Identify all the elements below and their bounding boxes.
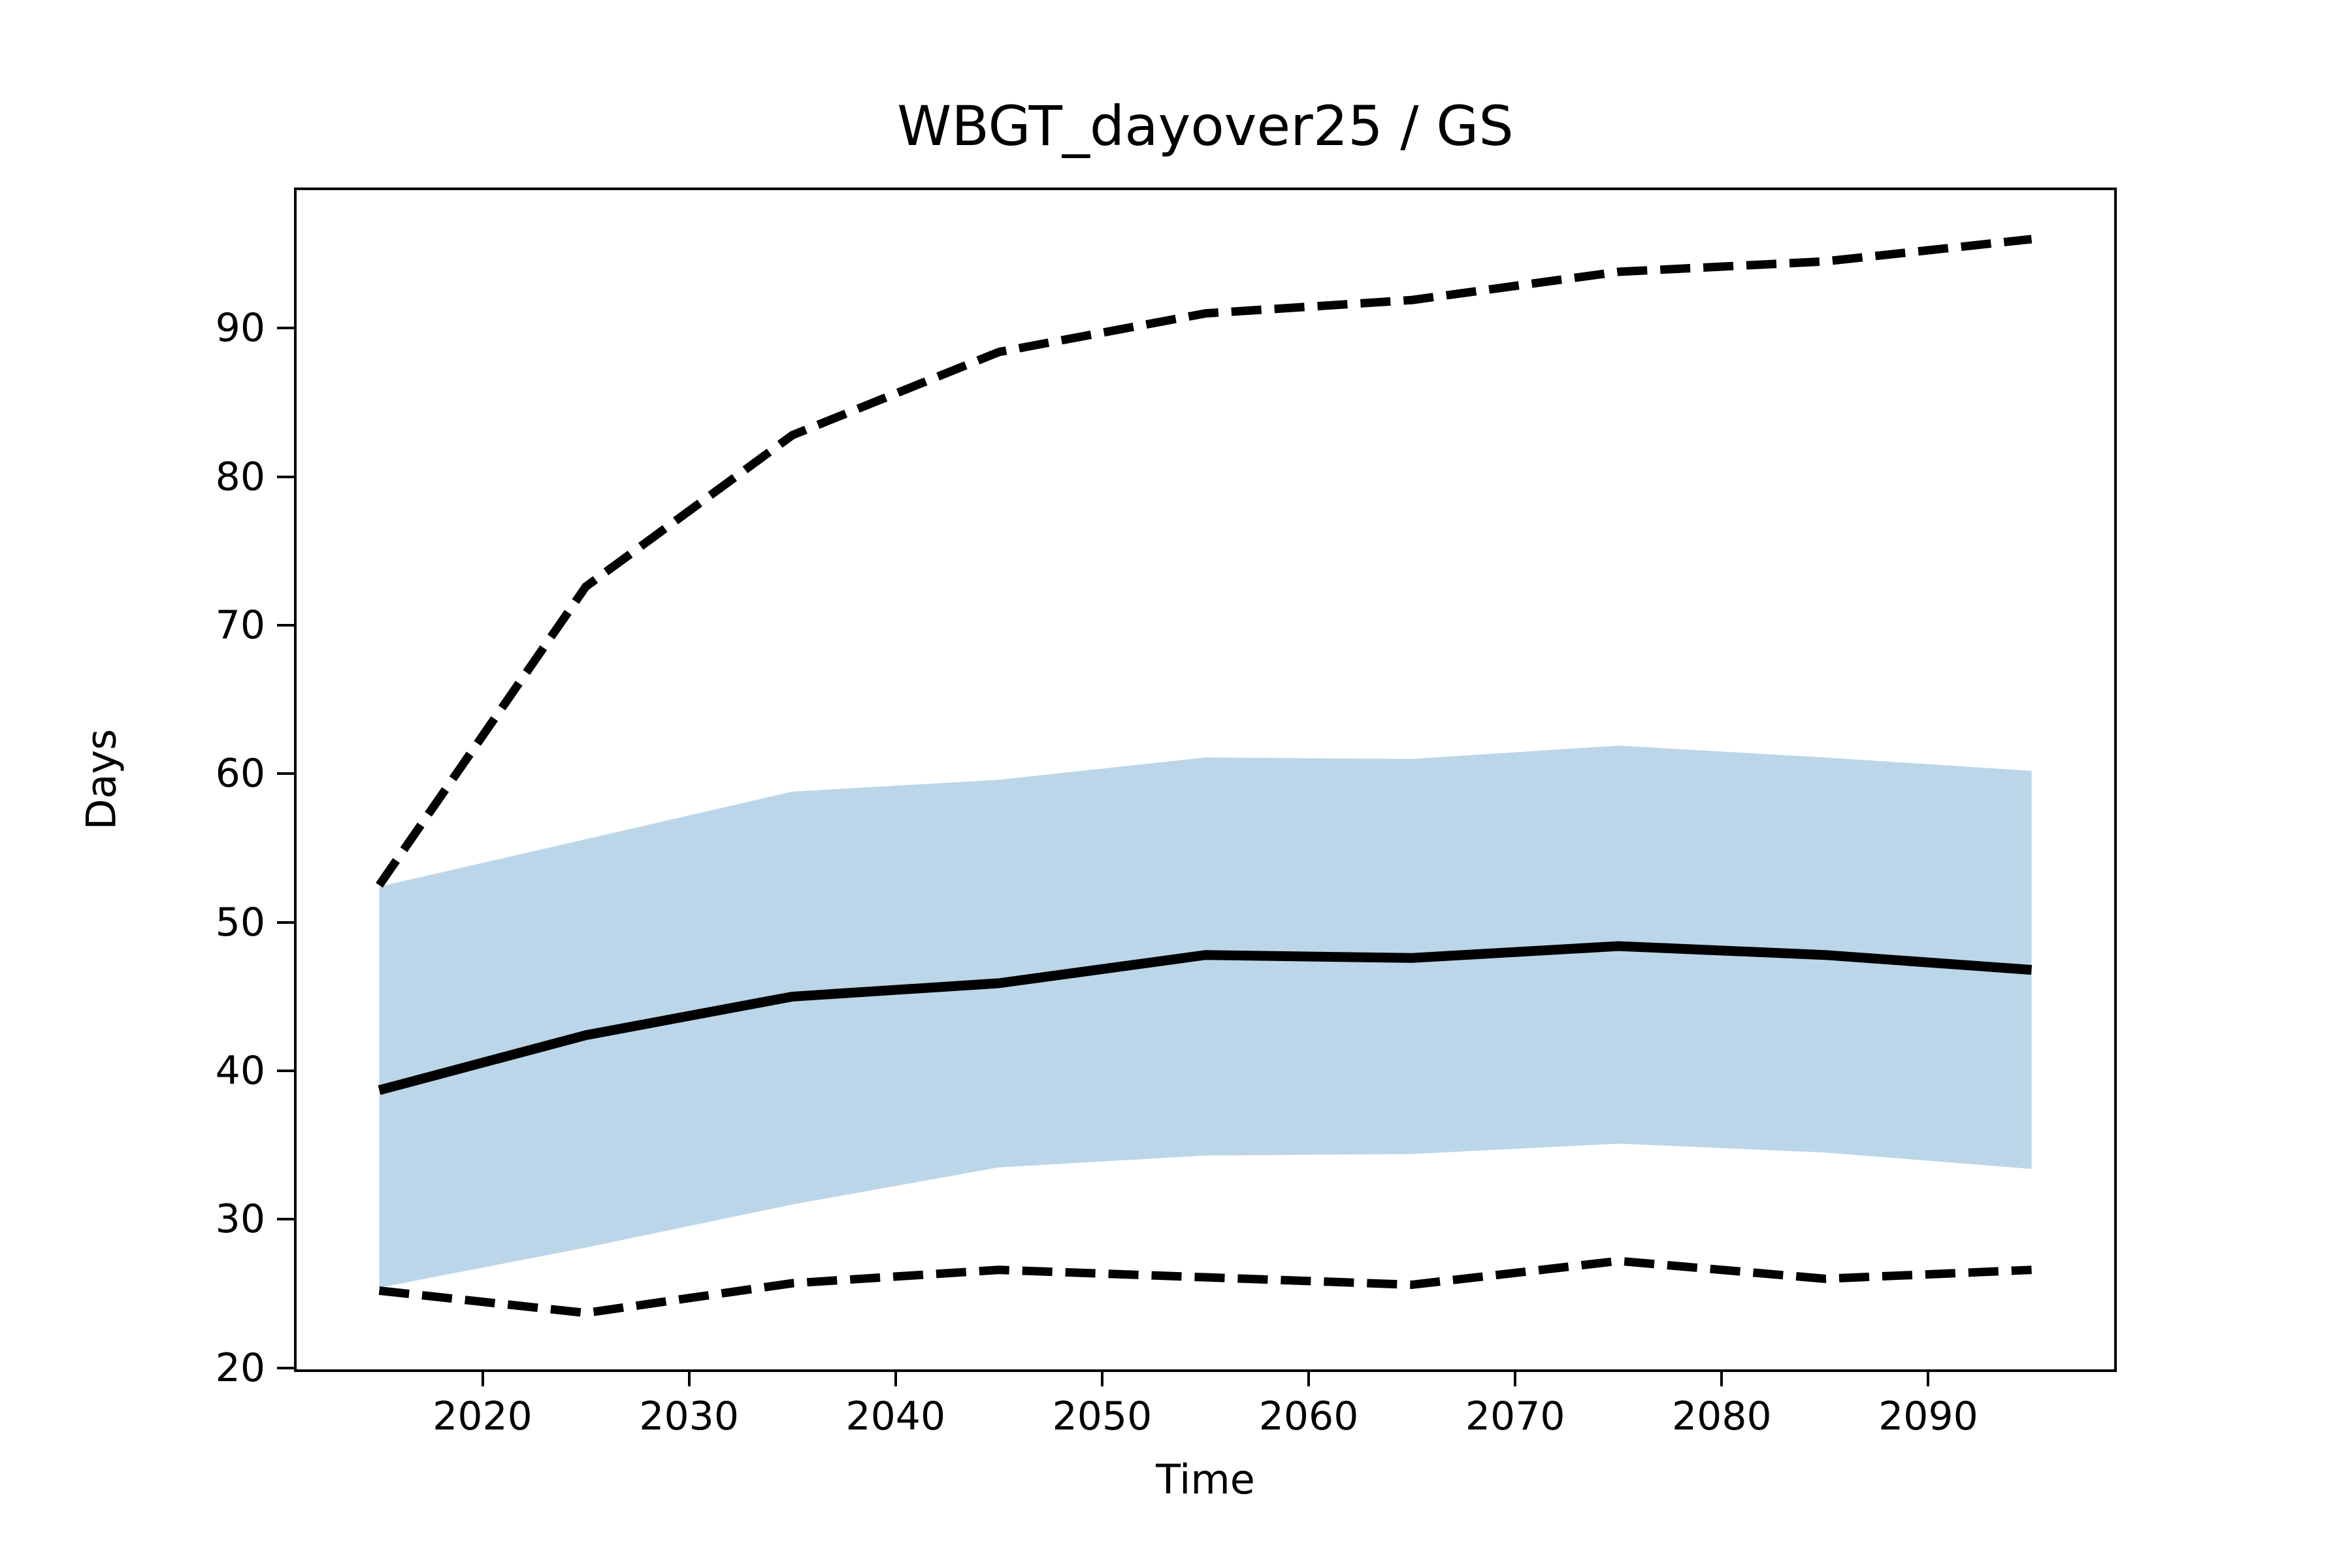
y-tick [277, 921, 294, 924]
x-tick [687, 1369, 691, 1386]
y-tick-label: 30 [215, 1196, 265, 1243]
x-tick [1307, 1369, 1311, 1386]
x-tick-label: 2020 [433, 1394, 532, 1439]
x-tick-label: 2070 [1465, 1394, 1565, 1439]
y-tick [277, 327, 294, 330]
x-tick [1514, 1369, 1517, 1386]
maximum-line [376, 235, 2033, 888]
plot-area [294, 188, 2117, 1372]
interquartile-range-band [379, 745, 2032, 1288]
y-tick-label: 50 [215, 899, 265, 945]
y-tick-label: 70 [215, 602, 265, 649]
x-tick [1100, 1369, 1103, 1386]
x-tick [481, 1369, 484, 1386]
x-tick-label: 2060 [1258, 1394, 1359, 1439]
x-tick-label: 2040 [845, 1394, 946, 1439]
chart-title: WBGT_dayover25 / GS [897, 94, 1514, 158]
x-tick [1927, 1369, 1930, 1386]
x-tick-label: 2030 [639, 1394, 739, 1439]
y-tick-label: 40 [215, 1048, 265, 1094]
x-tick [1720, 1369, 1723, 1386]
minimum-line [378, 1256, 2032, 1318]
x-tick-label: 2050 [1052, 1394, 1152, 1439]
y-tick-label: 90 [215, 305, 265, 351]
plot-canvas [376, 235, 2033, 1318]
y-axis-label: Days [77, 728, 125, 830]
x-tick-label: 2080 [1671, 1394, 1772, 1439]
y-tick-label: 80 [215, 453, 265, 500]
x-tick [894, 1369, 897, 1386]
y-tick [277, 475, 294, 478]
y-tick [277, 1366, 294, 1369]
y-tick-label: 60 [215, 751, 265, 797]
y-tick [277, 1218, 294, 1221]
median-line [378, 941, 2033, 1095]
y-tick [277, 1070, 294, 1073]
y-tick-label: 20 [215, 1345, 265, 1391]
y-tick [277, 624, 294, 627]
x-tick-label: 2090 [1878, 1394, 1978, 1439]
x-axis-label: Time [1156, 1456, 1255, 1503]
y-tick [277, 772, 294, 776]
